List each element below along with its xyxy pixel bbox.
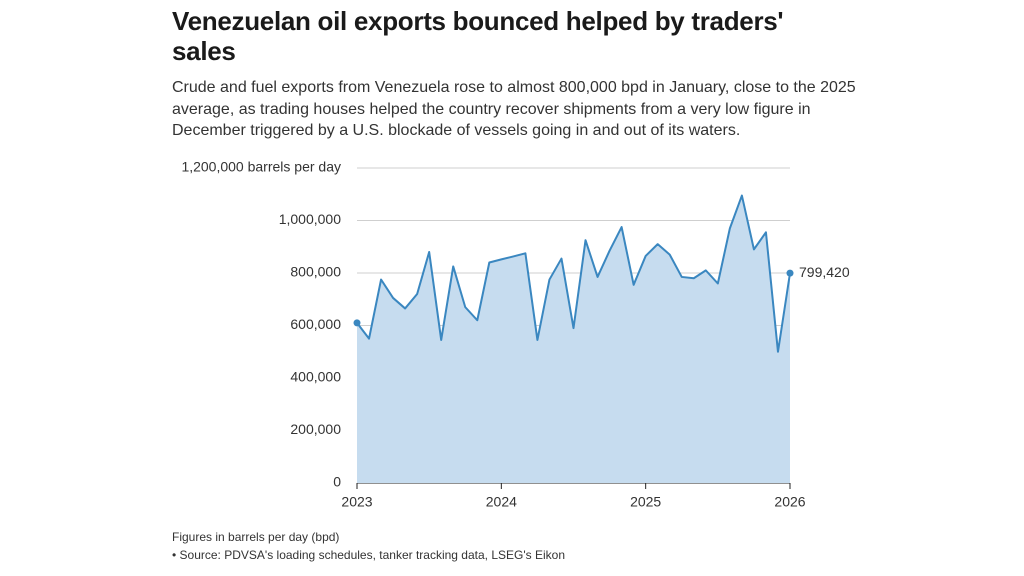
y-tick-label: 1,000,000 <box>279 211 341 227</box>
area <box>357 195 790 483</box>
x-tick-label: 2026 <box>774 494 805 510</box>
y-tick-label: 600,000 <box>290 316 341 332</box>
x-tick-label: 2025 <box>630 494 661 510</box>
y-tick-label: 1,200,000 barrels per day <box>181 159 341 175</box>
y-tick-label: 0 <box>333 474 341 490</box>
value-label: 799,420 <box>799 264 850 280</box>
line <box>356 194 791 353</box>
x-tick-label: 2024 <box>486 494 517 510</box>
chart-title: Venezuelan oil exports bounced helped by… <box>172 6 784 66</box>
x-tick-label: 2023 <box>341 494 372 510</box>
chart-subtitle: Crude and fuel exports from Venezuela ro… <box>172 79 856 139</box>
footnote: Figures in barrels per day (bpd) <box>172 530 340 544</box>
y-tick-label: 200,000 <box>290 421 341 437</box>
y-tick-label: 400,000 <box>290 369 341 385</box>
point-marker <box>786 269 794 277</box>
source: • Source: PDVSA's loading schedules, tan… <box>172 548 565 562</box>
y-tick-label: 800,000 <box>290 264 341 280</box>
point-marker <box>353 319 361 327</box>
